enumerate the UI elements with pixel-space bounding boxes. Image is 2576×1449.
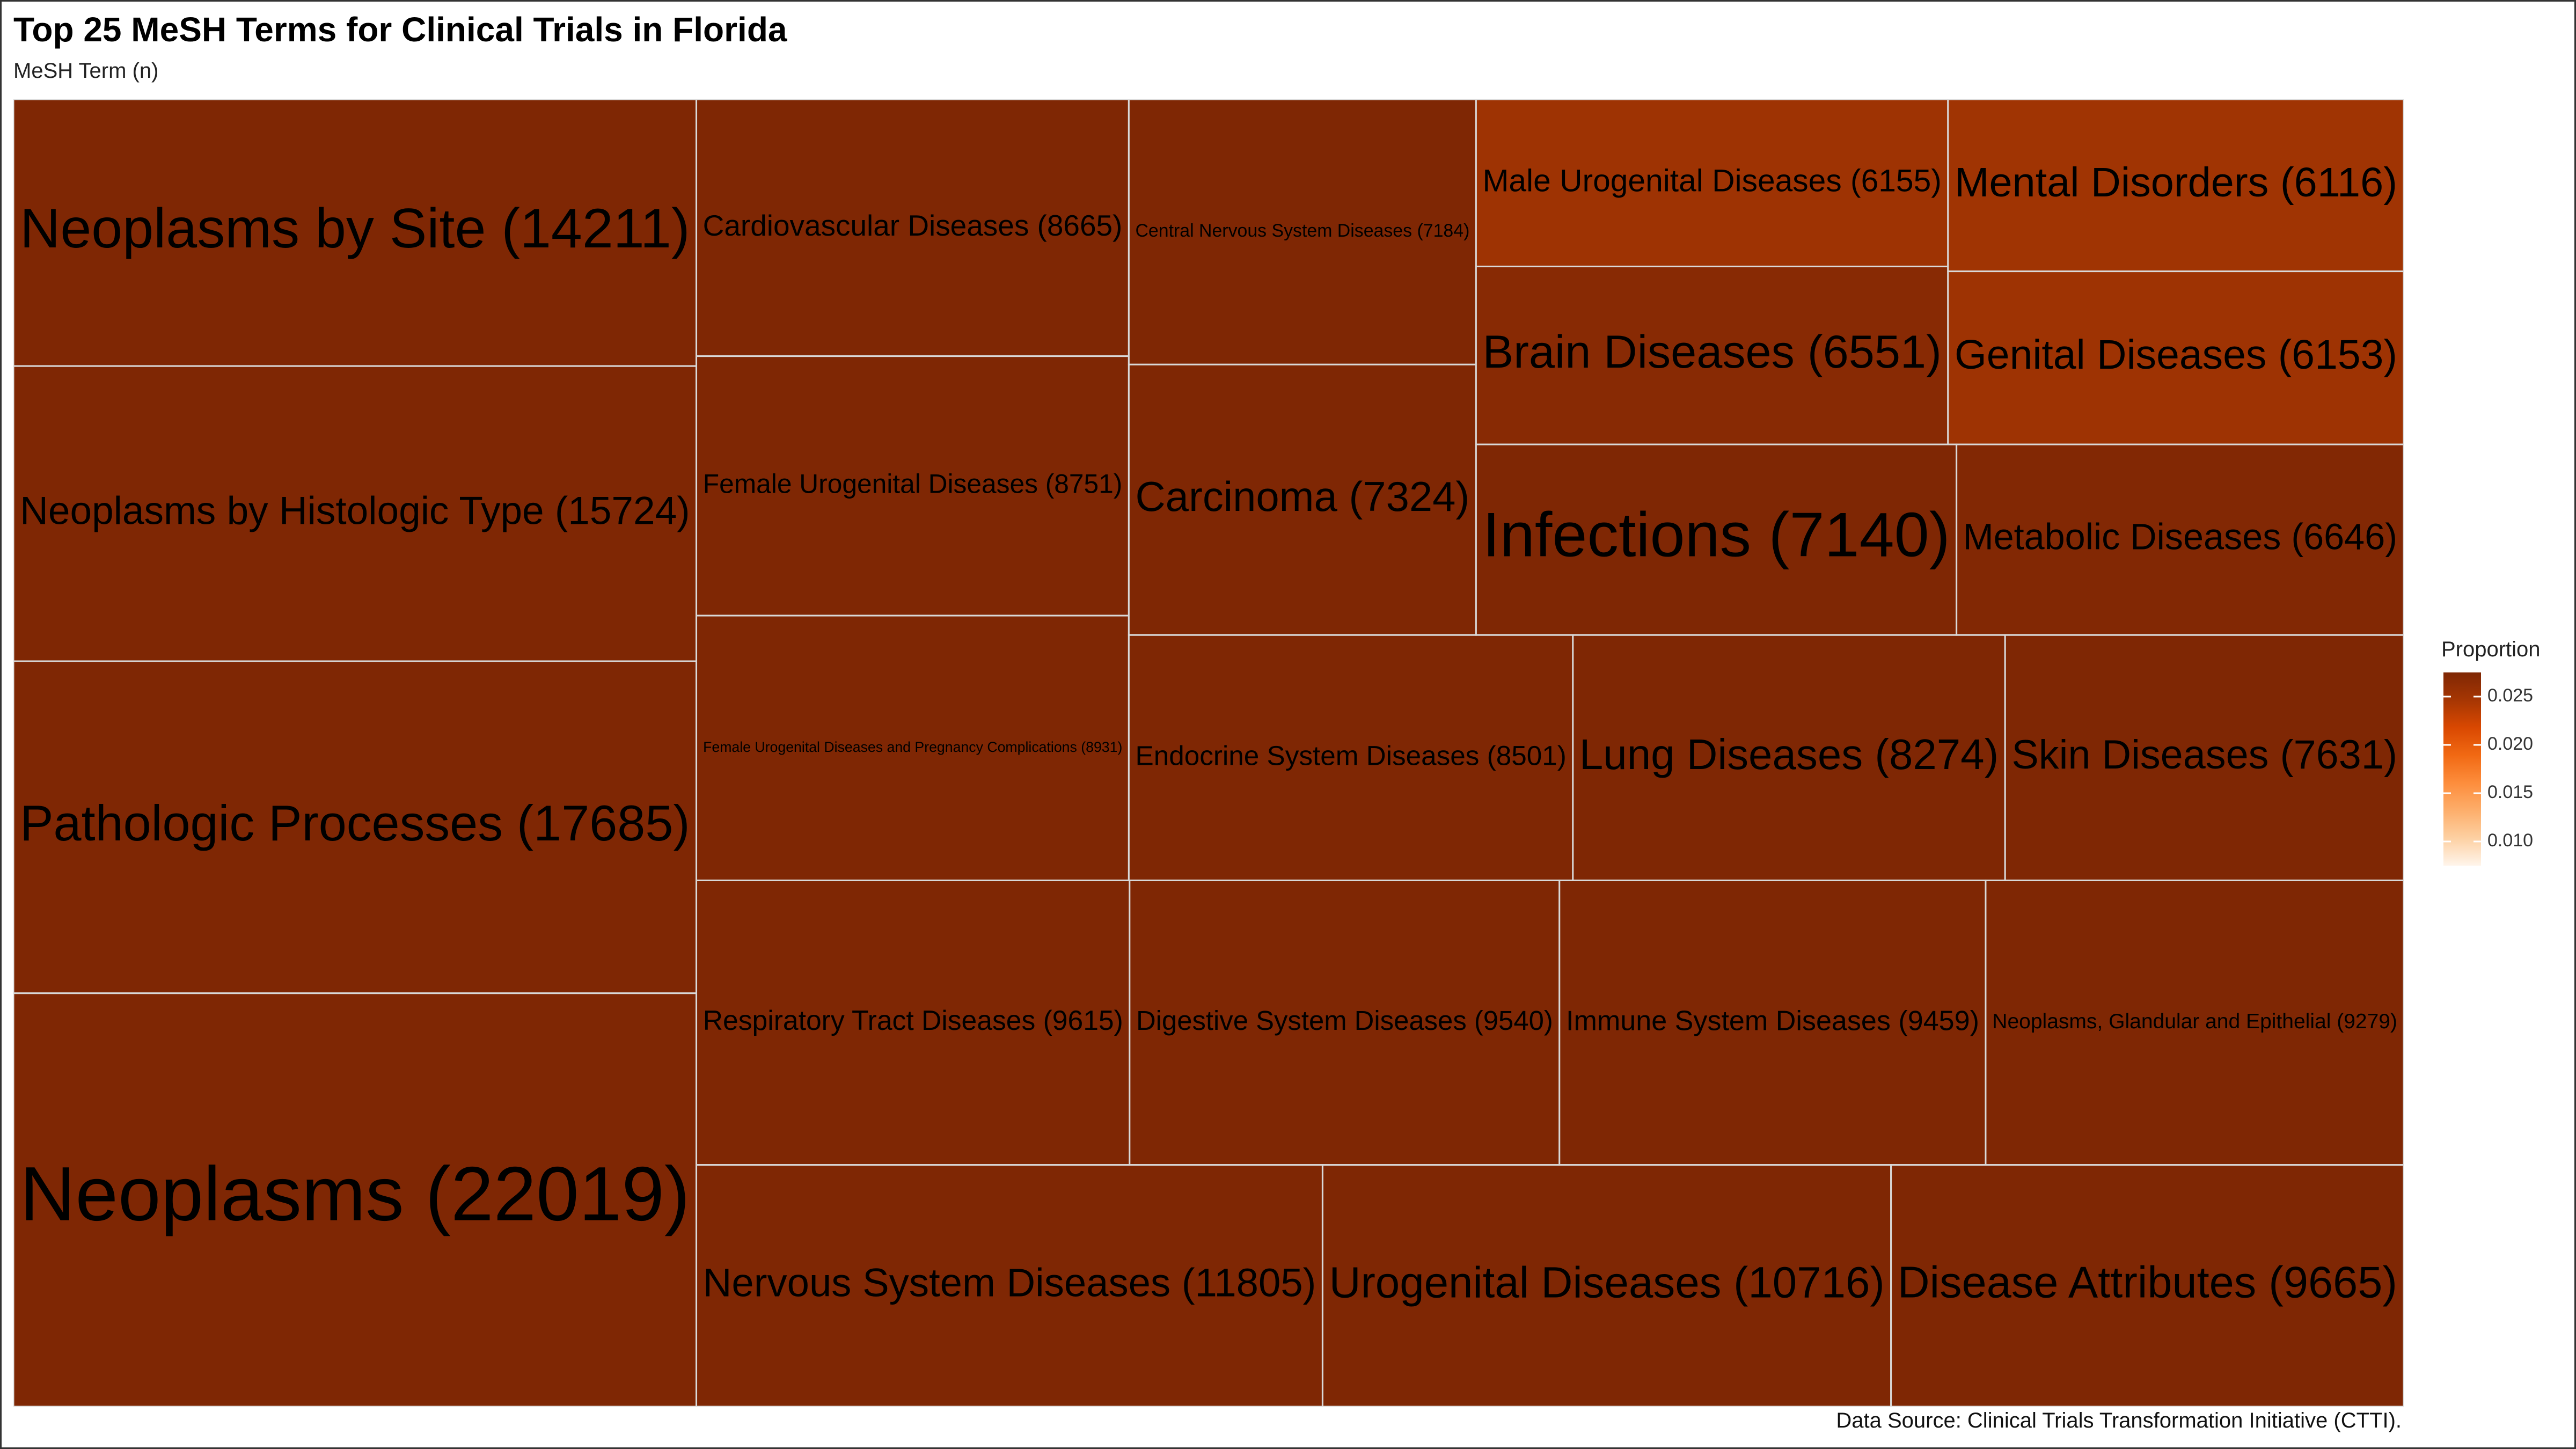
treemap: Neoplasms by Site (14211) Neoplasms by Hi…: [13, 99, 2404, 1407]
tile-disease-attributes: [1890, 1164, 2404, 1407]
chart-title: Top 25 MeSH Terms for Clinical Trials in…: [13, 10, 787, 49]
tile-male-urogenital-diseases: [1475, 99, 1949, 268]
legend-tick-label: 0.025: [2487, 685, 2533, 706]
tile-label-carcinoma: Carcinoma (7324): [1135, 474, 1469, 520]
legend-tick-label: 0.020: [2487, 734, 2533, 754]
tile-skin-diseases: [2004, 634, 2404, 881]
tile-infections: [1475, 443, 1958, 636]
legend-tick-label: 0.010: [2487, 830, 2533, 851]
tile-urogenital-diseases: [1321, 1164, 1892, 1407]
tile-carcinoma: [1128, 363, 1477, 636]
legend-colorbar: [2443, 672, 2481, 866]
tile-label-neoplasms-by-site: Neoplasms by Site (14211): [20, 197, 690, 260]
tile-label-neoplasms: Neoplasms (22019): [20, 1151, 690, 1237]
tile-label-disease-attributes: Disease Attributes (9665): [1898, 1257, 2397, 1307]
tile-label-neoplasms-by-histologic-type: Neoplasms by Histologic Type (15724): [20, 489, 690, 532]
tile-genital-diseases: [1947, 270, 2404, 445]
tile-label-infections: Infections (7140): [1482, 500, 1950, 570]
tile-label-male-urogenital-diseases: Male Urogenital Diseases (6155): [1482, 163, 1941, 198]
legend-title: Proportion: [2441, 638, 2541, 661]
tile-neoplasms-by-site: [13, 99, 698, 367]
data-source-caption: Data Source: Clinical Trials Transformat…: [1836, 1409, 2402, 1432]
tile-label-endocrine-system-diseases: Endocrine System Diseases (8501): [1136, 740, 1567, 771]
tile-label-cardiovascular-diseases: Cardiovascular Diseases (8665): [703, 209, 1123, 242]
tile-immune-system-diseases: [1558, 879, 1987, 1166]
tile-neoplasms-by-histologic-type: [13, 365, 698, 662]
tile-label-brain-diseases: Brain Diseases (6551): [1482, 326, 1941, 378]
tile-brain-diseases: [1475, 266, 1949, 445]
tile-label-respiratory-tract-diseases: Respiratory Tract Diseases (9615): [703, 1005, 1123, 1036]
tile-pathologic-processes: [13, 660, 698, 994]
tile-label-female-urogenital-diseases-and-pregnancy-complications: Female Urogenital Diseases and Pregnancy…: [703, 739, 1122, 755]
tile-endocrine-system-diseases: [1128, 634, 1574, 881]
tile-neoplasms-glandular-and-epithelial: [1985, 879, 2404, 1166]
tile-label-mental-disorders: Mental Disorders (6116): [1955, 159, 2397, 206]
tile-label-pathologic-processes: Pathologic Processes (17685): [20, 795, 690, 851]
chart-subtitle: MeSH Term (n): [13, 59, 159, 83]
tile-label-skin-diseases: Skin Diseases (7631): [2011, 733, 2397, 778]
tile-mental-disorders: [1947, 99, 2404, 273]
tile-neoplasms: [13, 992, 698, 1407]
tile-cardiovascular-diseases: [696, 99, 1130, 357]
legend-tick-label: 0.015: [2487, 782, 2533, 802]
tile-label-digestive-system-diseases: Digestive System Diseases (9540): [1136, 1005, 1553, 1036]
tile-label-genital-diseases: Genital Diseases (6153): [1955, 332, 2397, 378]
tile-label-central-nervous-system-diseases: Central Nervous System Diseases (7184): [1135, 221, 1469, 241]
tile-lung-diseases: [1572, 634, 2006, 881]
tile-label-nervous-system-diseases: Nervous System Diseases (11805): [703, 1260, 1316, 1305]
tile-label-lung-diseases: Lung Diseases (8274): [1579, 730, 1999, 778]
tile-label-female-urogenital-diseases: Female Urogenital Diseases (8751): [703, 469, 1123, 499]
tile-metabolic-diseases: [1956, 443, 2404, 636]
tile-label-immune-system-diseases: Immune System Diseases (9459): [1566, 1005, 1979, 1036]
tile-label-metabolic-diseases: Metabolic Diseases (6646): [1963, 517, 2397, 558]
tile-respiratory-tract-diseases: [696, 879, 1131, 1166]
tile-label-neoplasms-glandular-and-epithelial: Neoplasms, Glandular and Epithelial (927…: [1992, 1010, 2397, 1033]
tile-female-urogenital-diseases-and-pregnancy-complications: [696, 614, 1130, 881]
color-legend: Proportion 0.025 0.020 0.015 0.010: [2441, 638, 2541, 866]
tile-digestive-system-diseases: [1129, 879, 1561, 1166]
tile-label-urogenital-diseases: Urogenital Diseases (10716): [1329, 1258, 1885, 1307]
